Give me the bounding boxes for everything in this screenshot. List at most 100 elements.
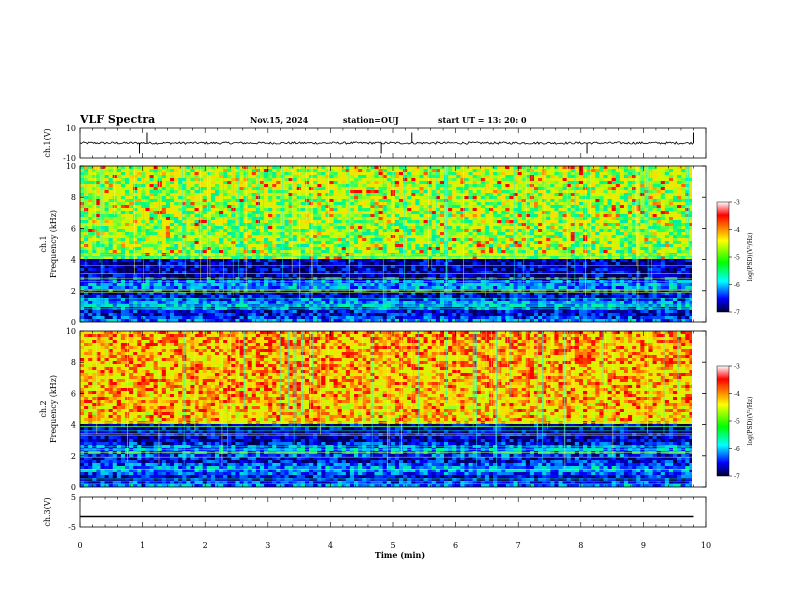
spectrogram-cell [460, 232, 465, 236]
spectrogram-cell [296, 172, 302, 176]
spectrogram-cell [304, 220, 310, 224]
spectrogram-cell [415, 169, 420, 173]
spectrogram-cell [129, 169, 134, 173]
spectrogram-cell [272, 196, 277, 200]
spectrogram-cell [178, 262, 183, 266]
spectrogram-cell [354, 178, 359, 182]
spectrogram-cell [272, 184, 277, 188]
spectrogram-cell [619, 181, 625, 185]
spectrogram-cell [194, 166, 199, 170]
spectrogram-cell [570, 190, 576, 194]
spectrogram-cell [574, 214, 580, 218]
spectrogram-cell [509, 241, 514, 245]
spectrogram-cell [186, 217, 191, 221]
spectrogram-cell [664, 250, 670, 254]
spectrogram-cell [304, 241, 310, 245]
spectrogram-cell [656, 250, 662, 254]
spectrogram-cell [570, 193, 576, 197]
spectrogram-cell [378, 178, 383, 182]
spectrogram-cell [685, 187, 690, 191]
spectrogram-cell [284, 202, 289, 206]
spectrogram-cell [419, 238, 424, 242]
spectrogram-cell [165, 190, 171, 194]
spectrogram-cell [689, 256, 692, 260]
spectrogram-cell [251, 175, 257, 179]
spectrogram-cell [108, 199, 114, 203]
spectrogram-cell [124, 232, 130, 236]
spectrogram-cell [313, 235, 318, 239]
spectrogram-cell [415, 166, 420, 170]
spectrogram-cell [296, 184, 302, 188]
spectrogram-cell [591, 238, 596, 242]
spectrogram-cell [448, 190, 453, 194]
spectrogram-cell [599, 244, 604, 248]
spectrogram-cell [632, 232, 637, 236]
spectrogram-cell [88, 214, 93, 218]
spectrogram-cell [607, 202, 612, 206]
spectrogram-cell [296, 229, 302, 233]
spectrogram-cell [292, 208, 298, 212]
spectrogram-cell [411, 193, 416, 197]
spectrogram-cell [354, 262, 359, 266]
spectrogram-cell [186, 244, 191, 248]
spectrogram-cell [550, 262, 555, 266]
spectrogram-cell [439, 166, 445, 170]
spectrogram-cell [120, 214, 126, 218]
spectrogram-cell [284, 184, 289, 188]
spectrogram-cell [546, 262, 551, 266]
spectrogram-cell [439, 238, 445, 242]
spectrogram-cell [599, 190, 604, 194]
spectrogram-cell [595, 262, 600, 266]
spectrogram-cell [251, 202, 257, 206]
spectrogram-cell [615, 250, 621, 254]
spectrogram-cell [484, 175, 490, 179]
spectrogram-cell [190, 247, 195, 251]
spectrogram-cell [566, 232, 572, 236]
spectrogram-cell [411, 190, 416, 194]
spectrogram-cell [399, 178, 404, 182]
spectrogram-cell [607, 184, 612, 188]
spectrogram-cell [628, 238, 633, 242]
spectrogram-cell [206, 256, 212, 260]
spectrogram-cell [100, 247, 105, 251]
spectrogram-cell [255, 184, 261, 188]
spectrogram-cell [607, 166, 612, 170]
spectrogram-cell [493, 229, 498, 233]
spectrogram-cell [464, 169, 469, 173]
spectrogram-cell [399, 259, 404, 263]
spectrogram-cell [632, 211, 637, 215]
spectrogram-cell [210, 172, 216, 176]
spectrogram-cell [349, 250, 355, 254]
spectrogram-cell [460, 202, 465, 206]
spectrogram-cell [480, 199, 486, 203]
spectrogram-cell [317, 175, 322, 179]
spectrogram-cell [378, 214, 383, 218]
spectrogram-cell [366, 211, 371, 215]
spectrogram-cell [448, 214, 453, 218]
spectrogram-cell [407, 196, 412, 200]
spectrogram-cell [673, 166, 678, 170]
spectrogram-cell [615, 244, 621, 248]
spectrogram-cell [685, 241, 690, 245]
spectrogram-cell [292, 220, 298, 224]
spectrogram-cell [349, 181, 355, 185]
spectrogram-cell [178, 214, 183, 218]
spectrogram-cell [419, 205, 424, 209]
spectrogram-cell [591, 208, 596, 212]
spectrogram-cell [309, 232, 314, 236]
spectrogram-cell [358, 181, 363, 185]
spectrogram-cell [673, 199, 678, 203]
spectrogram-cell [464, 256, 469, 260]
spectrogram-cell [558, 256, 563, 260]
spectrogram-cell [550, 205, 555, 209]
spectrogram-cell [304, 196, 310, 200]
spectrogram-cell [149, 244, 154, 248]
spectrogram-cell [304, 217, 310, 221]
spectrogram-cell [664, 187, 670, 191]
spectrogram-cell [599, 178, 604, 182]
spectrogram-cell [259, 169, 265, 173]
spectrogram-cell [235, 235, 240, 239]
spectrogram-cell [243, 175, 248, 179]
spectrogram-cell [501, 223, 506, 227]
spectrogram-cell [337, 220, 343, 224]
